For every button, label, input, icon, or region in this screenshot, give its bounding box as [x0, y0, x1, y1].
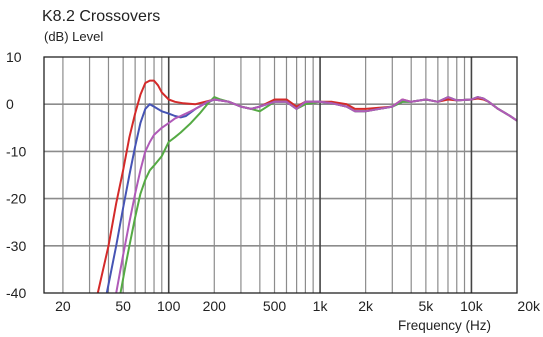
- x-tick-label: 2k: [358, 298, 374, 314]
- y-tick-label: -30: [6, 238, 26, 254]
- y-tick-label: 0: [6, 96, 14, 112]
- x-tick-label: 100: [157, 298, 181, 314]
- x-axis-label: Frequency (Hz): [398, 318, 491, 333]
- series-line-4: [115, 96, 518, 294]
- x-tick-label: 20k: [517, 298, 541, 314]
- x-tick-label: 20: [55, 298, 71, 314]
- chart-title: K8.2 Crossovers: [42, 8, 160, 25]
- x-tick-label: 200: [203, 298, 227, 314]
- x-tick-labels: 20 50 100 200 500 1k 2k 5k 10k 20k: [55, 298, 541, 314]
- series-group: [96, 79, 518, 294]
- series-line-3: [119, 96, 518, 294]
- series-line-1: [96, 79, 518, 294]
- y-tick-label: -40: [6, 285, 26, 301]
- y-tick-labels: 10 0 -10 -20 -30 -40: [6, 49, 26, 301]
- y-tick-label: 10: [6, 49, 22, 65]
- y-tick-label: -10: [6, 143, 26, 159]
- x-tick-label: 5k: [418, 298, 434, 314]
- y-axis-label: (dB) Level: [44, 29, 103, 44]
- x-tick-label: 50: [115, 298, 131, 314]
- grid: [44, 57, 517, 293]
- y-tick-label: -20: [6, 191, 26, 207]
- x-tick-label: 500: [263, 298, 287, 314]
- plot-frame: [43, 56, 518, 294]
- x-tick-label: 1k: [313, 298, 329, 314]
- x-tick-label: 10k: [460, 298, 484, 314]
